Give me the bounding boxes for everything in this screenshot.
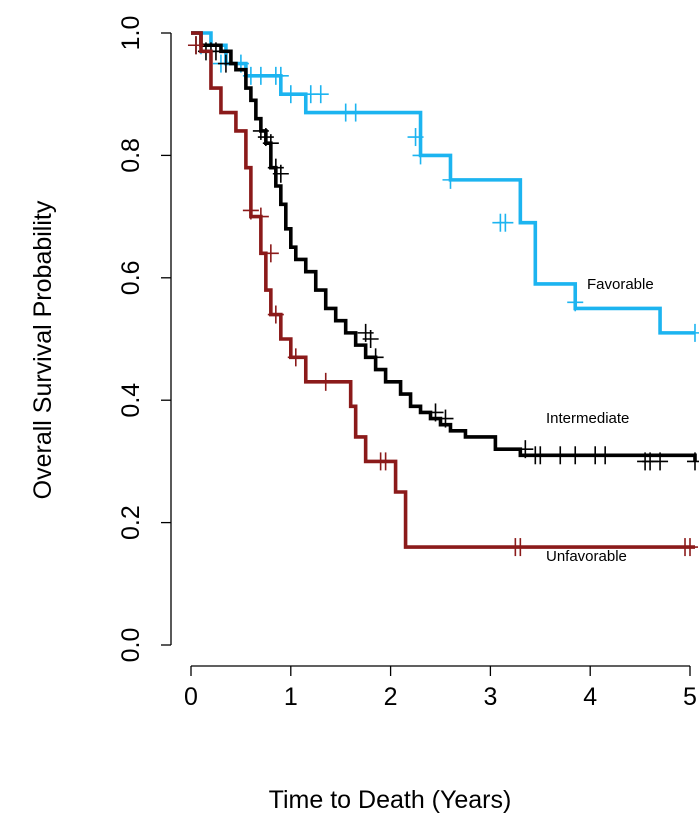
- series-layer: [187, 31, 699, 557]
- x-tick-label: 1: [284, 683, 298, 711]
- series-unfavorable: [187, 31, 698, 557]
- series-label-layer: Favorable Intermediate Unfavorable: [546, 276, 654, 565]
- x-tick-label: 0: [184, 683, 198, 711]
- y-tick-label: 0.8: [117, 138, 145, 173]
- series-favorable: [191, 31, 699, 342]
- x-tick-label: 4: [583, 683, 597, 711]
- series-intermediate: [187, 31, 699, 471]
- y-tick-label: 0.2: [117, 505, 145, 540]
- series-label-intermediate: Intermediate: [546, 410, 629, 427]
- series-label-unfavorable: Unfavorable: [546, 548, 627, 565]
- x-axis: 0 1 2 3 4 5: [184, 665, 697, 711]
- curve-intermediate: [191, 31, 697, 462]
- series-label-favorable: Favorable: [587, 276, 654, 293]
- y-axis-title: Overall Survival Probability: [29, 200, 57, 499]
- y-tick-label: 0.6: [117, 260, 145, 295]
- y-tick-label: 0.0: [117, 628, 145, 663]
- y-tick-label: 1.0: [117, 16, 145, 51]
- x-tick-label: 5: [683, 683, 697, 711]
- x-axis-title: Time to Death (Years): [269, 786, 512, 814]
- y-tick-label: 0.4: [117, 383, 145, 418]
- x-tick-label: 2: [384, 683, 398, 711]
- x-tick-label: 3: [483, 683, 497, 711]
- y-axis: 0.0 0.2 0.4 0.6 0.8 1.0: [117, 16, 172, 663]
